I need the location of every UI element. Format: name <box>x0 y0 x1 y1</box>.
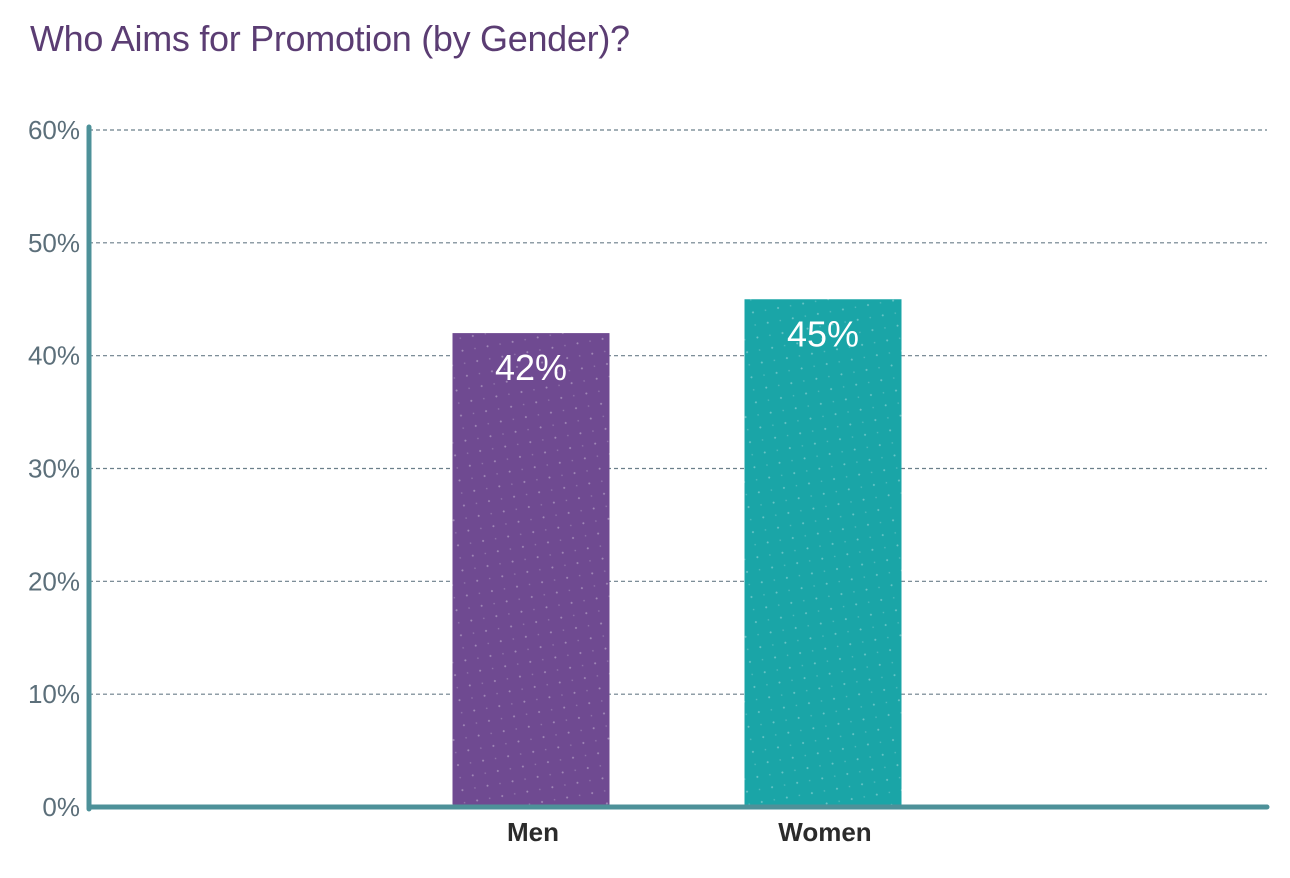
y-tick-label: 50% <box>28 228 80 258</box>
data-label: 45% <box>787 313 859 354</box>
bars <box>452 299 902 807</box>
chart-title: Who Aims for Promotion (by Gender)? <box>30 18 630 59</box>
y-tick-label: 0% <box>42 792 80 822</box>
data-label: 42% <box>495 347 567 388</box>
y-tick-label: 10% <box>28 679 80 709</box>
axes <box>86 124 1270 812</box>
y-tick-label: 60% <box>28 115 80 145</box>
bar-texture <box>452 333 610 807</box>
y-tick-label: 30% <box>28 454 80 484</box>
y-tick-label: 40% <box>28 341 80 371</box>
y-tick-label: 20% <box>28 566 80 596</box>
bar-texture <box>744 299 902 807</box>
gridlines <box>89 129 1267 695</box>
x-tick-label: Women <box>778 817 871 847</box>
labels: 0% 10% 20% 30% 40% 50% 60% 42% Men 45% Women <box>28 115 872 847</box>
x-tick-label: Men <box>507 817 559 847</box>
